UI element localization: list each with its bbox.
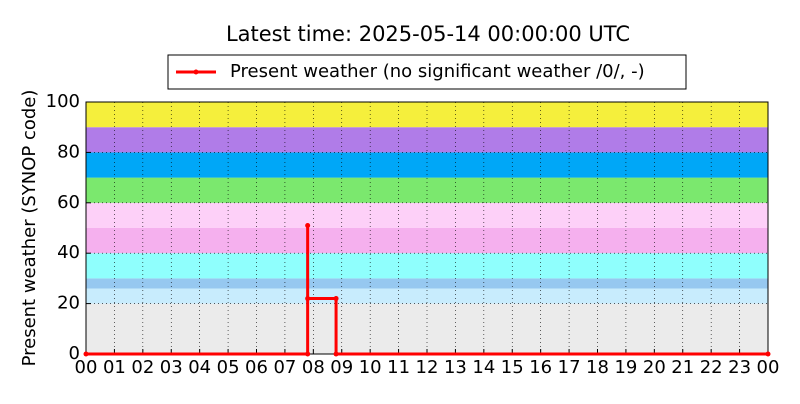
x-tick-label: 17 <box>558 357 581 378</box>
point <box>305 351 311 357</box>
x-tick-label: 21 <box>671 357 694 378</box>
point <box>765 351 771 357</box>
x-tick-label: 07 <box>273 357 296 378</box>
point <box>83 351 89 357</box>
x-tick-label: 18 <box>586 357 609 378</box>
x-tick-label: 10 <box>359 357 382 378</box>
x-tick-label: 00 <box>757 357 780 378</box>
x-tick-label: 08 <box>302 357 325 378</box>
y-tick-label: 20 <box>57 293 80 314</box>
legend-marker <box>193 69 199 75</box>
x-tick-label: 14 <box>472 357 495 378</box>
point <box>333 351 339 357</box>
x-tick-label: 15 <box>501 357 524 378</box>
x-tick-label: 13 <box>444 357 467 378</box>
band <box>86 228 768 254</box>
x-tick-label: 19 <box>614 357 637 378</box>
y-axis-label: Present weather (SYNOP code) <box>19 90 40 367</box>
point <box>305 296 311 302</box>
x-tick-label: 12 <box>416 357 439 378</box>
x-tick-label: 03 <box>160 357 183 378</box>
x-tick-label: 20 <box>643 357 666 378</box>
band <box>86 303 768 354</box>
x-tick-label: 05 <box>217 357 240 378</box>
x-tick-label: 11 <box>387 357 410 378</box>
y-tick-label: 40 <box>57 242 80 263</box>
band <box>86 152 768 178</box>
band <box>86 127 768 153</box>
x-tick-label: 00 <box>75 357 98 378</box>
y-tick-label: 60 <box>57 192 80 213</box>
y-tick-label: 80 <box>57 141 80 162</box>
x-tick-label: 01 <box>103 357 126 378</box>
x-tick-label: 02 <box>131 357 154 378</box>
x-tick-label: 16 <box>529 357 552 378</box>
x-tick-label: 23 <box>728 357 751 378</box>
band <box>86 288 768 304</box>
chart-title: Latest time: 2025-05-14 00:00:00 UTC <box>226 22 630 46</box>
x-tick-label: 04 <box>188 357 211 378</box>
point <box>305 222 311 228</box>
x-tick-label: 22 <box>700 357 723 378</box>
y-tick-label: 100 <box>46 91 80 112</box>
legend-label: Present weather (no significant weather … <box>230 61 645 82</box>
band <box>86 278 768 289</box>
x-tick-label: 06 <box>245 357 268 378</box>
legend <box>167 54 687 90</box>
y-tick-label: 0 <box>69 343 80 364</box>
point <box>333 296 339 302</box>
x-tick-label: 09 <box>330 357 353 378</box>
